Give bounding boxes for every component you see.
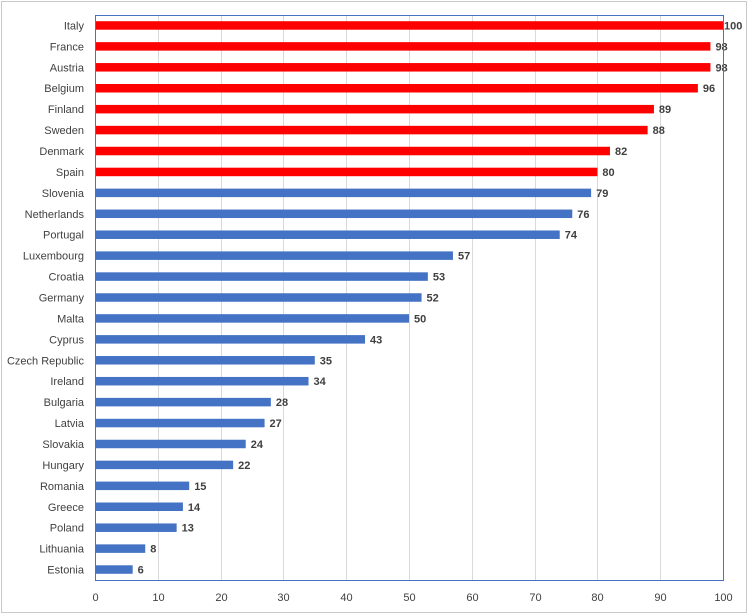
bar-cyprus: [95, 335, 366, 344]
data-label: 80: [602, 167, 614, 179]
x-tick-label: 100: [714, 592, 732, 604]
x-tick-label: 70: [529, 592, 541, 604]
category-label: Spain: [56, 167, 84, 179]
data-labels: 1009898968988828079767457535250433534282…: [138, 20, 743, 576]
category-label: Finland: [48, 104, 84, 116]
bar-finland: [95, 104, 654, 114]
category-label: Netherlands: [25, 209, 85, 221]
category-label: Czech Republic: [7, 355, 85, 367]
category-label: Sweden: [44, 125, 84, 137]
category-label: Italy: [64, 20, 85, 32]
data-label: 22: [238, 460, 250, 472]
data-label: 6: [138, 565, 144, 577]
category-label: Hungary: [42, 460, 84, 472]
category-label: Austria: [50, 62, 85, 74]
x-tick-label: 50: [403, 592, 415, 604]
data-label: 98: [715, 41, 727, 53]
data-label: 82: [615, 146, 627, 158]
category-label: Luxembourg: [23, 251, 84, 263]
bar-lithuania: [95, 544, 146, 553]
bar-italy: [95, 21, 723, 30]
bar-bulgaria: [95, 397, 271, 407]
data-label: 13: [182, 523, 194, 535]
category-label: Lithuania: [39, 544, 85, 556]
bar-sweden: [95, 125, 648, 135]
data-label: 50: [414, 313, 426, 325]
bar-greece: [95, 502, 183, 512]
data-label: 74: [565, 230, 578, 242]
category-label: Greece: [48, 502, 84, 514]
bar-croatia: [95, 272, 428, 281]
bar-netherlands: [95, 209, 573, 219]
data-label: 35: [320, 355, 332, 367]
category-label: Romania: [40, 481, 85, 493]
category-label: Denmark: [39, 146, 84, 158]
x-axis-ticks: 0 10 20 30 40 50 60 70 80 90 100: [92, 592, 732, 604]
x-tick-label: 30: [277, 592, 289, 604]
bar-denmark: [95, 146, 610, 156]
bar-poland: [95, 523, 177, 532]
data-label: 14: [188, 502, 201, 514]
data-label: 96: [703, 83, 715, 95]
data-label: 28: [276, 397, 288, 409]
x-tick-label: 90: [654, 592, 666, 604]
data-label: 100: [724, 20, 742, 32]
x-tick-label: 80: [591, 592, 603, 604]
bar-germany: [95, 293, 422, 302]
x-tick-label: 60: [466, 592, 478, 604]
x-tick-label: 20: [215, 592, 227, 604]
category-label: Belgium: [44, 83, 84, 95]
data-label: 57: [458, 251, 470, 263]
data-label: 43: [370, 334, 382, 346]
bar-france: [95, 42, 711, 51]
bar-spain: [95, 167, 598, 177]
category-label: Slovenia: [42, 188, 85, 200]
x-tick-label: 10: [152, 592, 164, 604]
x-tick-label: 0: [92, 592, 98, 604]
bar-slovakia: [95, 439, 246, 449]
data-label: 53: [433, 272, 445, 284]
bar-slovenia: [95, 188, 592, 198]
category-labels: Italy France Austria Belgium Finland Sweden De…: [7, 20, 85, 576]
data-label: 79: [596, 188, 608, 200]
category-label: Portugal: [43, 230, 84, 242]
data-label: 98: [715, 62, 727, 74]
category-label: Cyprus: [49, 334, 84, 346]
data-label: 27: [270, 418, 282, 430]
bar-ireland: [95, 376, 309, 386]
category-label: Latvia: [55, 418, 85, 430]
bar-latvia: [95, 418, 265, 428]
bar-estonia: [95, 565, 133, 574]
plot-area-border: [95, 15, 724, 581]
category-label: Croatia: [49, 272, 85, 284]
bar-belgium: [95, 83, 698, 93]
data-label: 88: [653, 125, 665, 137]
data-label: 15: [194, 481, 206, 493]
x-tick-label: 40: [340, 592, 352, 604]
data-label: 52: [427, 293, 439, 305]
data-label: 8: [150, 544, 156, 556]
bar-portugal: [95, 230, 560, 239]
bar-luxembourg: [95, 251, 453, 260]
bars: [95, 21, 723, 574]
data-label: 34: [314, 376, 327, 388]
category-label: France: [50, 41, 84, 53]
data-label: 76: [577, 209, 589, 221]
category-label: Germany: [39, 293, 85, 305]
data-label: 89: [659, 104, 671, 116]
bar-malta: [95, 314, 409, 323]
bar-romania: [95, 481, 190, 491]
bar-austria: [95, 63, 711, 72]
category-label: Ireland: [50, 376, 84, 388]
category-label: Slovakia: [42, 439, 84, 451]
category-label: Malta: [57, 313, 85, 325]
data-label: 24: [251, 439, 264, 451]
category-label: Poland: [50, 523, 84, 535]
category-label: Estonia: [47, 565, 85, 577]
bar-czech-republic: [95, 356, 315, 365]
category-label: Bulgaria: [44, 397, 85, 409]
bar-hungary: [95, 460, 234, 470]
